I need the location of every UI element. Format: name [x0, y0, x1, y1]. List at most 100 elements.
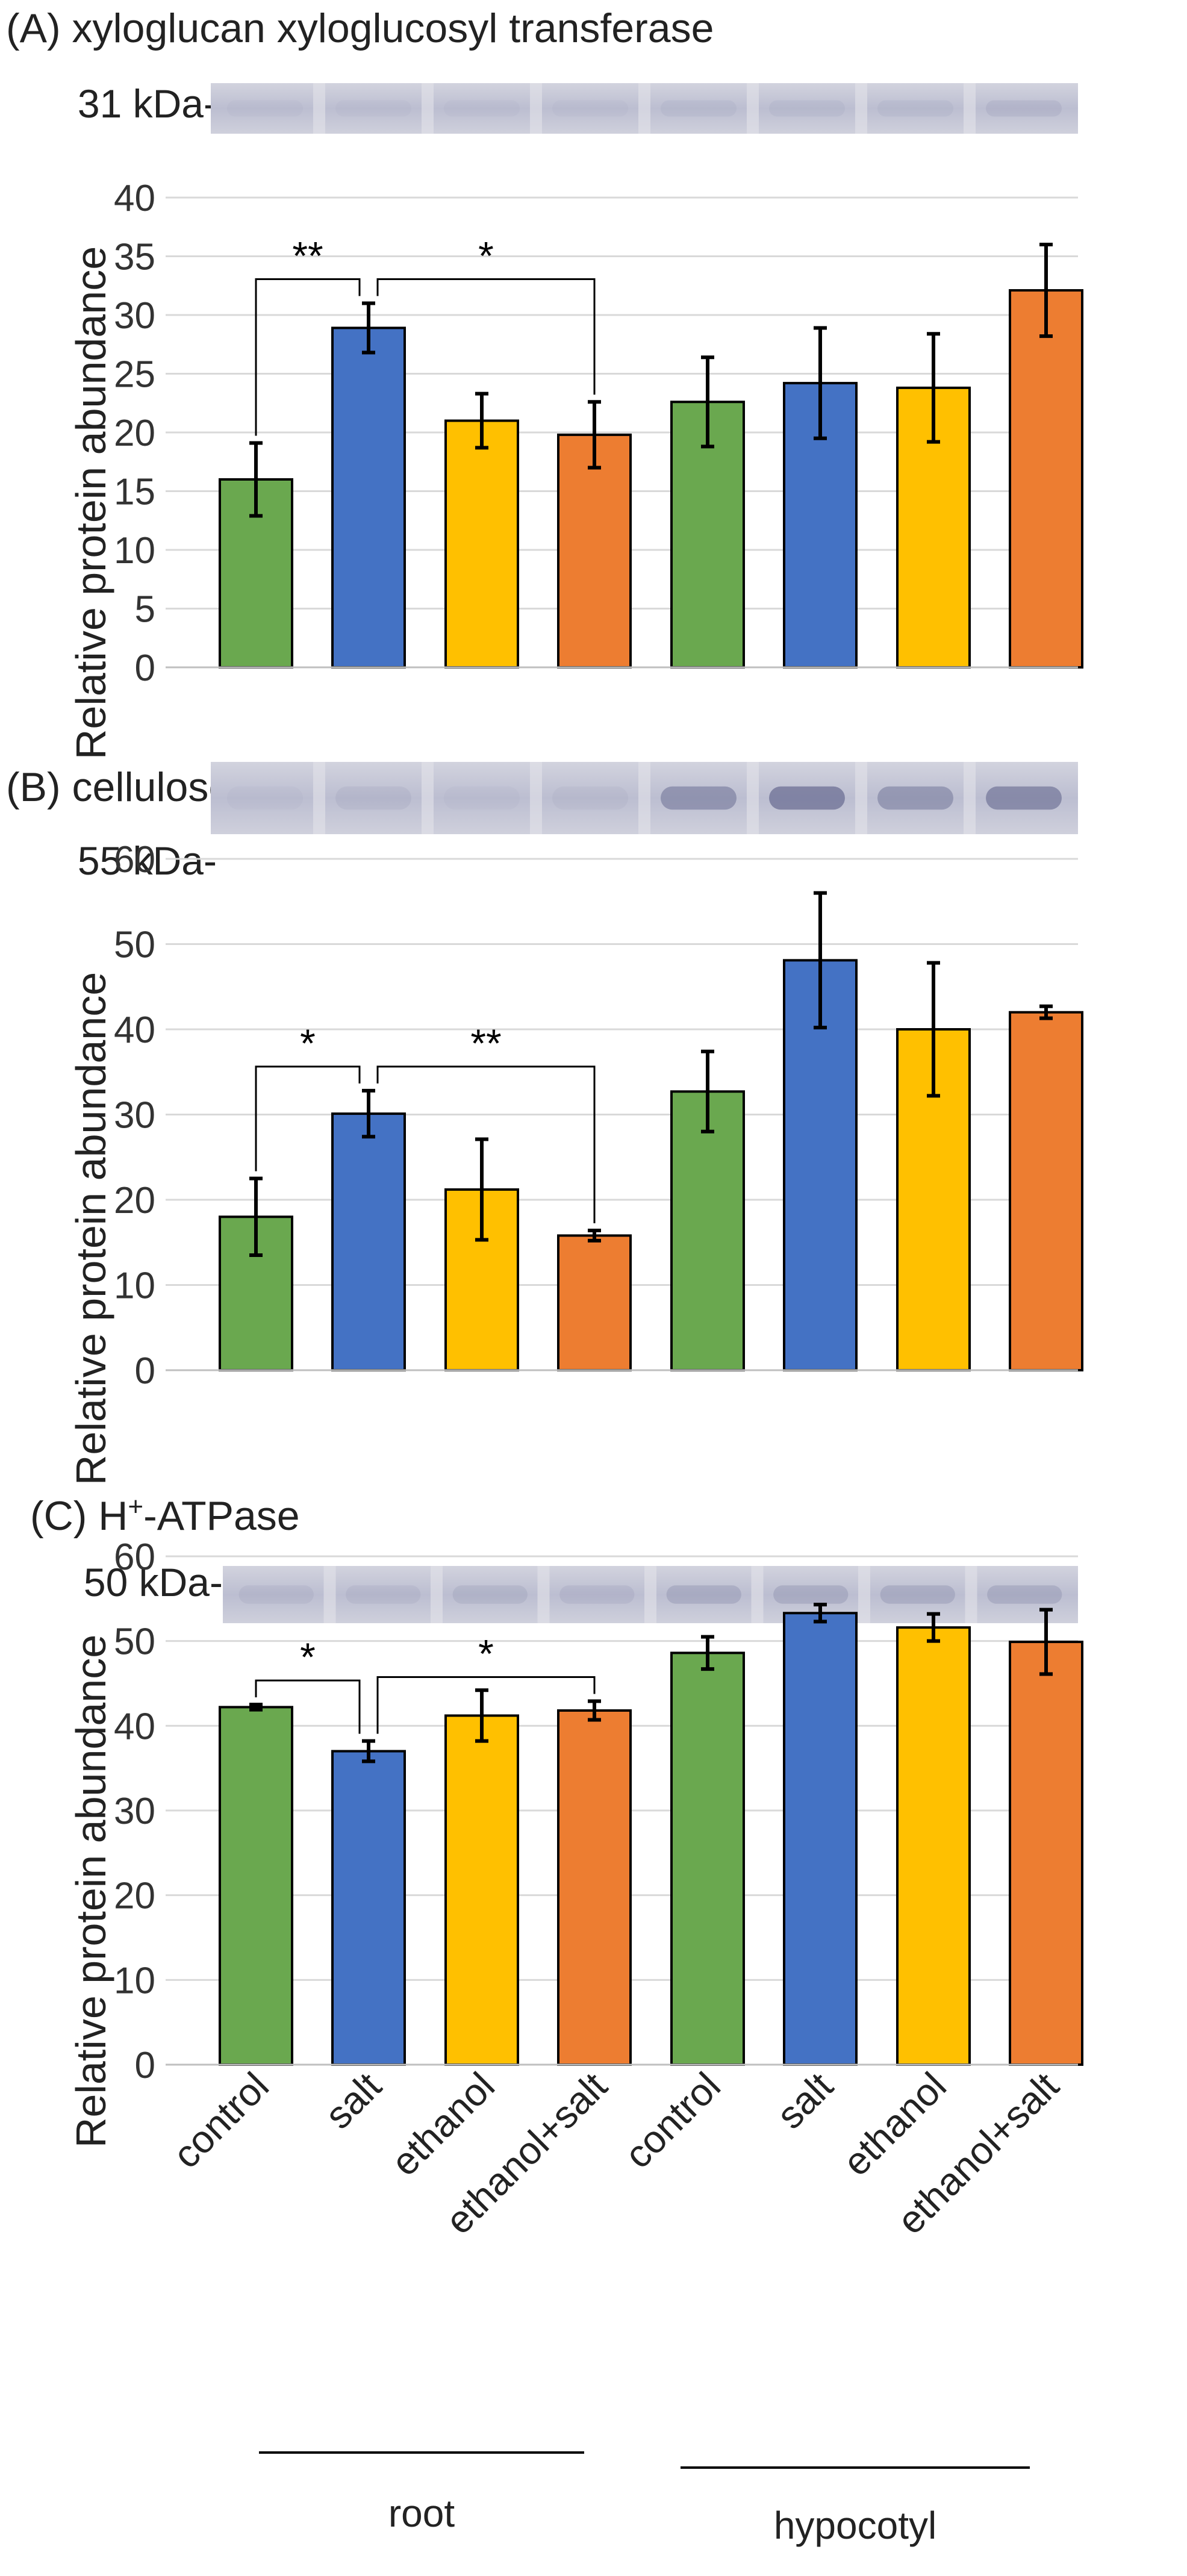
x-category-label: control: [616, 2064, 729, 2177]
x-category-label: control: [164, 2064, 277, 2177]
bar-ethanol: [444, 419, 519, 669]
y-tick-label: 30: [114, 1095, 155, 1137]
bar-ethanol-salt: [557, 1234, 632, 1371]
blot-lane-gap: [422, 762, 434, 834]
error-bar: [1039, 243, 1053, 338]
significance-label: *: [478, 1632, 494, 1676]
panel-c-ylabel: Relative protein abundance: [67, 1635, 114, 2148]
bar-ethanol: [896, 1626, 971, 2066]
error-bar: [249, 441, 263, 518]
bar-salt: [783, 1612, 858, 2066]
panel-b: (B) cellulose synthase 55 kDa- 010203040…: [6, 762, 1083, 1485]
blot-band: [335, 786, 411, 810]
error-bar: [1039, 1004, 1053, 1020]
bar-salt: [331, 1112, 406, 1371]
error-bar: [588, 400, 601, 470]
y-tick-label: 0: [135, 1350, 155, 1392]
significance-bracket: *: [255, 1635, 361, 1734]
blot-lane-gap: [964, 83, 976, 134]
y-tick-label: 35: [114, 237, 155, 278]
blot-band: [552, 786, 628, 810]
blot-band: [877, 100, 953, 117]
blot-band: [552, 100, 628, 117]
error-bar: [927, 1612, 940, 1643]
panel-c-title-suffix: -ATPase: [143, 1493, 299, 1539]
x-category-label: salt: [317, 2064, 390, 2137]
blot-band: [987, 1585, 1062, 1604]
blot-lane-gap: [751, 1566, 764, 1623]
significance-label: *: [300, 1635, 316, 1679]
y-tick-label: 0: [135, 647, 155, 689]
blot-band: [227, 786, 303, 810]
blot-band: [335, 100, 411, 117]
root-group-label: root: [388, 2492, 455, 2535]
y-tick-label: 60: [114, 1536, 155, 1578]
blot-lane-gap: [431, 1566, 443, 1623]
error-bar: [588, 1699, 601, 1722]
y-tick-label: 0: [135, 2045, 155, 2086]
x-category-label: salt: [768, 2064, 841, 2137]
bar-ethanol-salt: [1009, 1641, 1083, 2066]
blot-band: [227, 100, 303, 117]
error-bar: [927, 961, 940, 1098]
significance-label: *: [478, 234, 494, 278]
blot-lane-gap: [530, 83, 542, 134]
error-bar: [1039, 1608, 1053, 1676]
y-tick-label: 5: [135, 589, 155, 631]
significance-bracket: *: [255, 1021, 361, 1171]
error-bar: [927, 332, 940, 444]
error-bar: [362, 1088, 375, 1139]
error-bar: [475, 391, 488, 450]
blot-band: [661, 100, 737, 117]
y-tick-label: 10: [114, 1265, 155, 1307]
blot-band: [559, 1585, 635, 1604]
y-tick-label: 25: [114, 354, 155, 396]
blot-lane-gap: [313, 762, 325, 834]
blot-band: [661, 786, 737, 810]
blot-band: [773, 1585, 849, 1604]
error-bar: [249, 1703, 263, 1712]
y-tick-label: 40: [114, 1009, 155, 1051]
significance-bracket: *: [376, 234, 596, 395]
error-bar: [475, 1137, 488, 1242]
bar-control: [670, 1090, 745, 1372]
panel-b-ylabel: Relative protein abundance: [67, 972, 114, 1485]
panel-c-chart: 0 10 20 30 40 50 60 * *: [114, 1536, 1083, 2086]
blot-lane-gap: [965, 1566, 977, 1623]
y-tick-label: 15: [114, 472, 155, 513]
panel-c-blot-label: 50 kDa-: [84, 1560, 223, 1605]
panel-c-title-prefix: (C) H: [30, 1493, 128, 1539]
panel-c-title-sup: +: [128, 1492, 143, 1521]
blot-lane-gap: [747, 762, 759, 834]
blot-lane-gap: [537, 1566, 550, 1623]
bar-salt: [331, 1750, 406, 2066]
blot-lane-gap: [323, 1566, 336, 1623]
blot-band: [769, 786, 845, 810]
y-tick-label: 60: [114, 839, 155, 881]
blot-lane-gap: [858, 1566, 870, 1623]
significance-label: *: [300, 1021, 316, 1065]
y-tick-label: 30: [114, 295, 155, 337]
significance-label: **: [292, 234, 323, 278]
significance-label: **: [470, 1021, 501, 1065]
significance-bracket: **: [376, 1021, 596, 1223]
blot-band: [444, 100, 520, 117]
hypocotyl-group-label: hypocotyl: [774, 2504, 936, 2547]
blot-lane-gap: [964, 762, 976, 834]
blot-lane-gap: [530, 762, 542, 834]
y-tick-label: 20: [114, 1180, 155, 1221]
panel-a-blot-label: 31 kDa-: [78, 81, 217, 126]
significance-bracket: *: [376, 1632, 596, 1734]
error-bar: [701, 1049, 714, 1134]
error-bar: [475, 1688, 488, 1743]
panel-c-blot: [223, 1566, 1078, 1623]
blot-lane-gap: [747, 83, 759, 134]
error-bar: [249, 1176, 263, 1257]
y-tick-label: 20: [114, 413, 155, 454]
y-tick-label: 50: [114, 1621, 155, 1663]
blot-band: [452, 1585, 528, 1604]
bar-control: [219, 1706, 293, 2066]
error-bar: [814, 891, 827, 1030]
blot-band: [666, 1585, 741, 1604]
